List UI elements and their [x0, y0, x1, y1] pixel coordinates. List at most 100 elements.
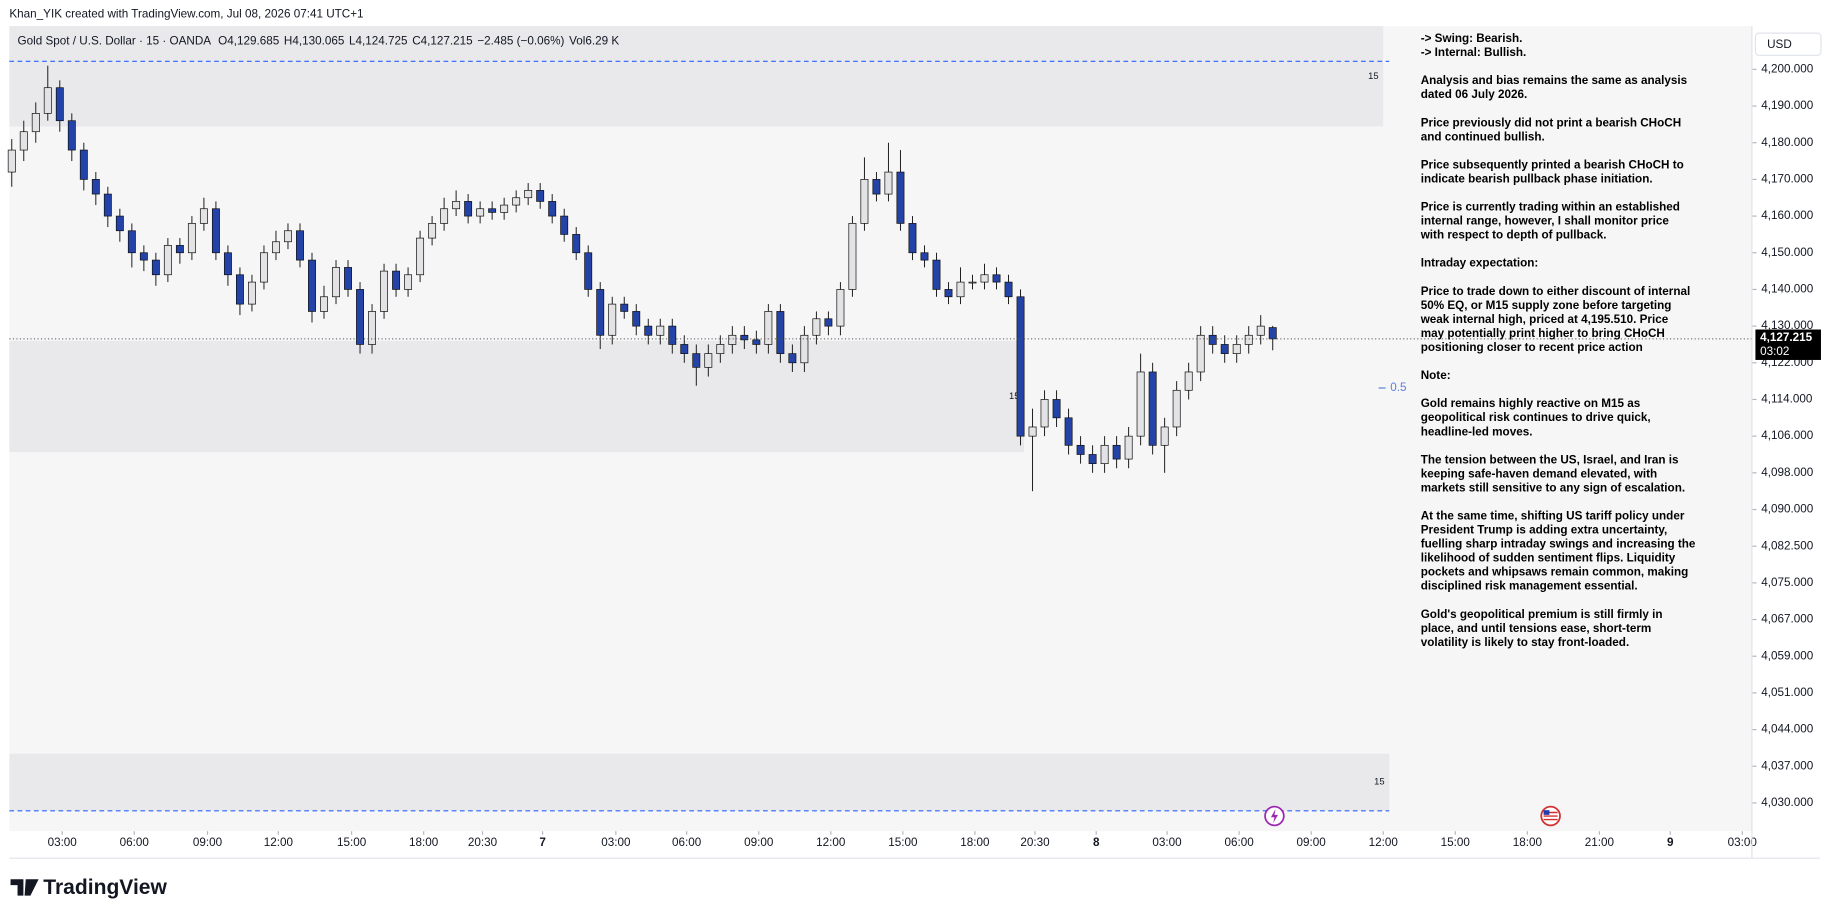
y-tick-label: 4,106.000	[1761, 429, 1813, 442]
currency[interactable]: USD	[1767, 38, 1792, 51]
candle-body	[127, 230, 136, 254]
candle-body	[1244, 334, 1253, 345]
legend-value: Vol6.29 K	[569, 34, 619, 47]
annotation-line: Gold remains highly reactive on M15 as	[1421, 397, 1641, 410]
credit: Khan_YIK created with TradingView.com, J…	[9, 7, 363, 20]
candle-body	[500, 204, 509, 213]
legend: Gold Spot / U.S. Dollar · 15 · OANDA O4,1…	[18, 34, 620, 47]
y-tick-label: 4,190.000	[1761, 99, 1813, 112]
candle-body	[151, 259, 160, 276]
legend-value: −2.485 (−0.06%)	[477, 34, 564, 47]
x-tick-label: 18:00	[409, 836, 439, 849]
annotation-line: indicate bearish pullback phase initiati…	[1421, 172, 1653, 185]
candle-body	[488, 208, 497, 213]
legend-value: L4,124.725	[349, 34, 408, 47]
candle-body	[211, 208, 220, 254]
candle-body	[1064, 417, 1073, 446]
candle-body	[824, 318, 833, 327]
y-tick-label: 4,170.000	[1761, 172, 1813, 185]
y-tick-label: 4,200.000	[1761, 62, 1813, 75]
x-tick-label: 03:00	[1152, 836, 1182, 849]
x-tick-label: 18:00	[960, 836, 990, 849]
x-tick-label: 18:00	[1513, 836, 1543, 849]
x-tick-label: 06:00	[120, 836, 150, 849]
candle-body	[776, 311, 785, 354]
candle-body	[392, 270, 401, 290]
candle-body	[632, 311, 641, 327]
candle-body	[1220, 344, 1229, 354]
annotation-line: dated 06 July 2026.	[1421, 88, 1528, 101]
y-tick-label: 4,160.000	[1761, 209, 1813, 222]
x-tick-label: 12:00	[1369, 836, 1399, 849]
x-tick-label: 12:00	[264, 836, 294, 849]
candle-body	[968, 281, 977, 284]
y-tick-label: 4,075.000	[1761, 576, 1813, 589]
candle-body	[896, 171, 905, 224]
annotation-line: internal range, however, I shall monitor…	[1421, 215, 1670, 228]
candle-body	[1028, 426, 1037, 437]
candle-body	[572, 234, 581, 254]
annotation-line: Price is currently trading within an est…	[1421, 201, 1680, 214]
candles	[7, 65, 1277, 492]
x-tick-label: 20:30	[468, 836, 498, 849]
legend-value: C4,127.215	[412, 34, 473, 47]
last-price-tag	[1755, 329, 1821, 360]
candle-body	[223, 252, 232, 276]
annotation-line: disciplined risk management essential.	[1421, 580, 1638, 593]
x-tick-label: 21:00	[1585, 836, 1615, 849]
candle-body	[187, 223, 196, 254]
candle-body	[584, 252, 593, 290]
candle-body	[884, 171, 893, 195]
candle-body	[1052, 399, 1061, 419]
fib-label: 0.5	[1390, 381, 1407, 394]
annotation-line: President Trump is adding extra uncertai…	[1421, 524, 1668, 537]
annotation-line: Gold's geopolitical premium is still fir…	[1421, 608, 1663, 621]
zone-label: 15	[1368, 71, 1378, 81]
candle-body	[344, 267, 352, 290]
candle-body	[944, 289, 953, 298]
annotation-line: place, and until tensions ease, short-te…	[1421, 622, 1652, 635]
candle-body	[43, 87, 52, 114]
x-tick-label: 9	[1667, 836, 1674, 849]
annotation-line: likelihood of sudden sentiment flips. Li…	[1421, 552, 1676, 565]
y-tick-label: 4,030.000	[1761, 796, 1813, 809]
annotation-line: geopolitical risk continues to drive qui…	[1421, 411, 1651, 424]
candle-body	[163, 245, 172, 276]
candle-body	[1088, 454, 1097, 465]
annotation-line: positioning closer to recent price actio…	[1421, 341, 1643, 354]
annotation-line: 50% EQ, or M15 supply zone before target…	[1421, 299, 1672, 312]
candle-body	[7, 149, 16, 173]
candle-body	[1268, 327, 1277, 340]
candle-body	[308, 259, 316, 312]
candle-body	[139, 252, 148, 261]
candle-body	[680, 344, 689, 354]
x-tick-label: 09:00	[744, 836, 774, 849]
y-tick-label: 4,059.000	[1761, 649, 1813, 662]
currency-box[interactable]	[1754, 32, 1822, 56]
candle-body	[560, 215, 569, 235]
symbol: Gold Spot / U.S. Dollar · 15 · OANDA	[18, 34, 212, 47]
candle-body	[608, 303, 617, 336]
candle-body	[1016, 296, 1025, 437]
candle-body	[920, 252, 929, 261]
candle-body	[512, 197, 521, 206]
candle-body	[55, 87, 64, 122]
x-tick-label: 8	[1093, 836, 1100, 849]
candle-body	[752, 339, 761, 345]
candle-body	[416, 237, 425, 276]
candle-body	[1124, 435, 1133, 460]
candle-body	[1160, 426, 1169, 446]
event-icon-bolt	[1270, 808, 1278, 824]
annotation-line: -> Swing: Bearish.	[1421, 32, 1523, 45]
candle-body	[260, 252, 268, 283]
x-tick-label: 12:00	[816, 836, 846, 849]
y-tick-label: 4,037.000	[1761, 759, 1813, 772]
annotation-line: fuelling sharp intraday swings and incre…	[1421, 538, 1696, 551]
y-tick-label: 4,044.000	[1761, 723, 1813, 736]
annotation-line: -> Internal: Bullish.	[1421, 46, 1527, 59]
candle-body	[1196, 334, 1205, 373]
candle-body	[788, 353, 797, 364]
brand-logo	[10, 879, 39, 896]
candle-body	[932, 259, 941, 290]
y-tick-label: 4,130.000	[1761, 319, 1813, 332]
